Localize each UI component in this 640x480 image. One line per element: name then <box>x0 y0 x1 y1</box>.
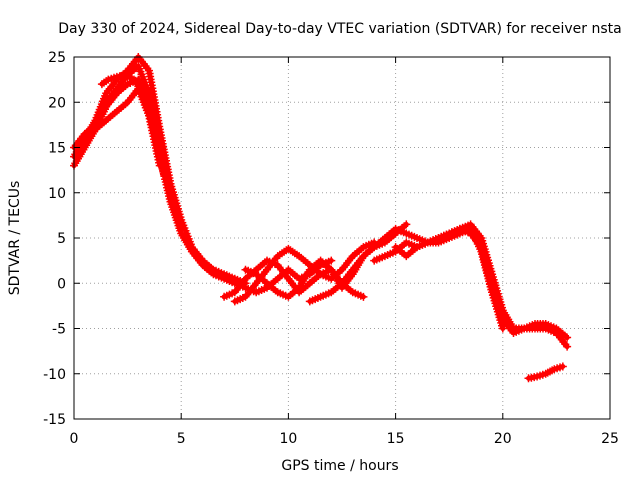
y-tick-label: 25 <box>48 50 66 66</box>
y-tick-label: 20 <box>48 95 66 111</box>
series-track <box>97 71 169 179</box>
x-tick-label: 20 <box>494 431 512 447</box>
y-tick-label: 15 <box>48 141 66 157</box>
data-point <box>177 224 186 233</box>
x-axis-label: GPS time / hours <box>281 458 398 474</box>
x-tick-label: 5 <box>177 431 186 447</box>
data-point <box>498 324 507 333</box>
plot-frame <box>73 56 611 420</box>
y-tick-label: 0 <box>57 276 66 292</box>
axis-ticks: 0 5 10 15 20 25 -15 -10 -5 0 5 10 15 20 25 <box>43 50 619 447</box>
data-point <box>563 333 572 342</box>
data-point <box>327 256 336 265</box>
data-point <box>160 170 169 179</box>
x-tick-label: 25 <box>601 431 619 447</box>
y-tick-label: 5 <box>57 231 66 247</box>
y-tick-label: 10 <box>48 186 66 202</box>
data-point <box>558 362 567 371</box>
x-tick-label: 0 <box>70 431 79 447</box>
data-point <box>359 292 368 301</box>
data-series <box>70 53 572 383</box>
data-point <box>563 342 572 351</box>
x-tick-label: 10 <box>279 431 297 447</box>
data-point <box>402 220 411 229</box>
y-axis-label: SDTVAR / TECUs <box>7 181 23 296</box>
series-track <box>230 238 379 306</box>
y-tick-label: -5 <box>52 322 66 338</box>
x-tick-label: 15 <box>387 431 405 447</box>
y-tick-label: -15 <box>43 412 66 428</box>
chart-title: Day 330 of 2024, Sidereal Day-to-day VTE… <box>58 21 621 37</box>
series-track <box>391 224 507 333</box>
series-track <box>524 362 567 383</box>
y-tick-label: -10 <box>43 367 66 383</box>
